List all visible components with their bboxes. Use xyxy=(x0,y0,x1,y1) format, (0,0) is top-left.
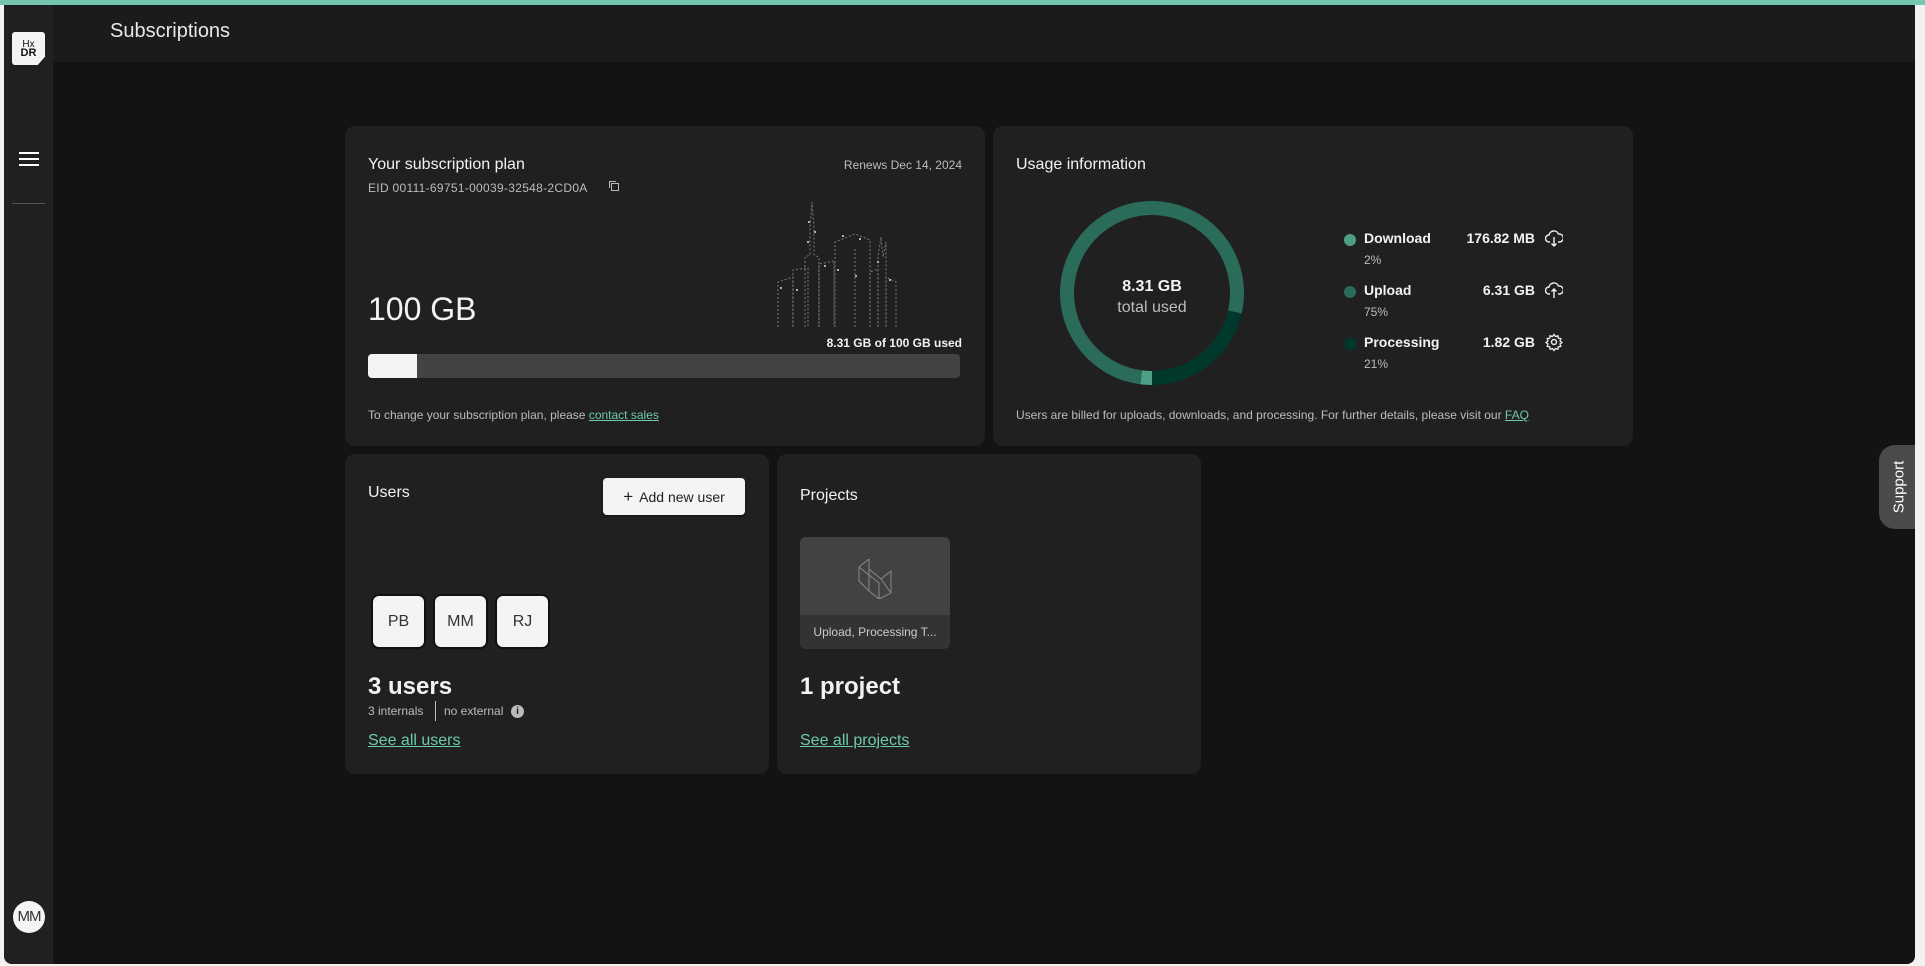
users-card: Users + Add new user PB MM RJ 3 users 3 i… xyxy=(345,454,769,774)
legend-dot xyxy=(1344,338,1356,350)
divider xyxy=(435,701,436,721)
legend-label: Upload xyxy=(1364,282,1412,298)
hxdr-project-placeholder-icon xyxy=(858,559,892,599)
projects-card: Projects Upload, Processing T... 1 proje… xyxy=(777,454,1201,774)
project-thumbnail xyxy=(800,537,950,615)
top-accent-bar xyxy=(0,0,1925,5)
support-label: Support xyxy=(1890,460,1908,514)
support-tab[interactable]: Support xyxy=(1879,445,1915,529)
legend-value: 176.82 MB xyxy=(1466,230,1535,246)
app-window: Hx DR MM Subscriptions Your subscription … xyxy=(4,5,1915,964)
legend-percent: 75% xyxy=(1364,305,1389,319)
user-initials-badge[interactable]: PB xyxy=(373,596,424,647)
legend-value: 6.31 GB xyxy=(1482,282,1535,298)
billing-note-label: Users are billed for uploads, downloads,… xyxy=(1016,408,1505,422)
donut-total-label: total used xyxy=(1117,299,1187,316)
donut-total: 8.31 GB xyxy=(1122,278,1182,295)
renewal-date: Renews Dec 14, 2024 xyxy=(843,158,962,172)
user-avatar[interactable]: MM xyxy=(13,901,45,933)
billing-note: Users are billed for uploads, downloads,… xyxy=(1016,408,1529,422)
logo-text-bottom: DR xyxy=(20,47,37,59)
users-title: Users xyxy=(368,484,410,501)
donut-segment-processing xyxy=(1151,310,1242,385)
legend-value: 1.82 GB xyxy=(1482,334,1535,350)
page-header: Subscriptions xyxy=(53,5,1915,62)
plus-icon: + xyxy=(623,487,634,506)
storage-progress-bar xyxy=(368,354,960,378)
gear-icon xyxy=(1545,333,1563,352)
add-new-user-label: Add new user xyxy=(639,489,725,505)
legend-dot xyxy=(1344,234,1356,246)
info-icon[interactable]: i xyxy=(511,705,524,718)
usage-information-card: Usage information 8.31 GB total used Dow… xyxy=(993,126,1633,446)
hamburger-menu-icon[interactable] xyxy=(19,152,39,167)
usage-title: Usage information xyxy=(1016,156,1146,173)
user-initials-badge[interactable]: MM xyxy=(435,596,486,647)
legend-label: Processing xyxy=(1364,334,1440,350)
faq-link[interactable]: FAQ xyxy=(1504,408,1529,422)
page-title: Subscriptions xyxy=(110,20,231,42)
usage-summary: 8.31 GB of 100 GB used xyxy=(826,336,962,350)
subscription-title: Your subscription plan xyxy=(368,156,525,173)
project-thumbnail-card[interactable]: Upload, Processing T... xyxy=(800,537,950,649)
sidebar-divider xyxy=(12,203,45,204)
add-new-user-button[interactable]: + Add new user xyxy=(603,478,745,515)
cloud-download-icon xyxy=(1545,230,1563,247)
donut-segment-upload xyxy=(1060,201,1244,385)
see-all-users-link[interactable]: See all users xyxy=(368,732,461,749)
logo-text-top: Hx xyxy=(22,39,35,50)
change-plan-label: To change your subscription plan, please xyxy=(368,408,589,422)
copy-icon[interactable] xyxy=(608,180,620,192)
subscription-plan-card: Your subscription plan EID 00111-69751-0… xyxy=(345,126,985,446)
see-all-projects-link[interactable]: See all projects xyxy=(800,732,910,749)
donut-segment-download xyxy=(1140,370,1153,385)
legend-dot xyxy=(1344,286,1356,298)
sidebar: Hx DR MM xyxy=(4,5,53,964)
plan-capacity: 100 GB xyxy=(368,291,477,327)
project-name: Upload, Processing T... xyxy=(813,625,937,639)
cloud-upload-icon xyxy=(1545,282,1563,298)
contact-sales-link[interactable]: contact sales xyxy=(588,408,659,422)
legend-label: Download xyxy=(1364,230,1431,246)
city-skyline-illustration xyxy=(777,202,897,327)
projects-title: Projects xyxy=(800,487,858,504)
legend-percent: 21% xyxy=(1364,357,1389,371)
projects-count: 1 project xyxy=(800,673,901,700)
users-count: 3 users xyxy=(368,673,453,700)
usage-donut-chart xyxy=(1060,201,1244,385)
user-initials-badge[interactable]: RJ xyxy=(497,596,548,647)
internals-count: 3 internals xyxy=(368,704,424,718)
change-plan-text: To change your subscription plan, please… xyxy=(368,408,659,422)
hxdr-logo[interactable]: Hx DR xyxy=(12,32,45,65)
eid-text: EID 00111-69751-00039-32548-2CD0A xyxy=(368,181,588,195)
legend-percent: 2% xyxy=(1364,253,1382,267)
external-count: no external xyxy=(444,704,504,718)
storage-progress-fill xyxy=(368,354,418,378)
